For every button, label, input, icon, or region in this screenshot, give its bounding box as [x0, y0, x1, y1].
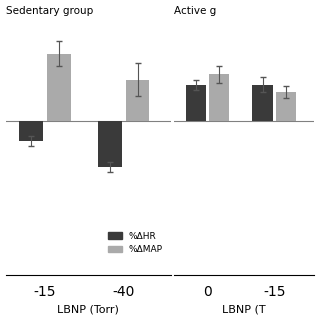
Bar [209, 74, 229, 121]
Legend: %ΔHR, %ΔMAP: %ΔHR, %ΔMAP [105, 228, 166, 258]
Text: Active g: Active g [174, 5, 216, 16]
Bar [47, 54, 70, 121]
Bar [98, 121, 122, 167]
Text: Sedentary group: Sedentary group [5, 5, 93, 16]
Bar [252, 85, 273, 121]
X-axis label: LBNP (T: LBNP (T [222, 304, 266, 315]
Bar [19, 121, 43, 141]
Bar [276, 92, 296, 121]
Bar [186, 85, 206, 121]
X-axis label: LBNP (Torr): LBNP (Torr) [57, 304, 119, 315]
Bar [126, 79, 149, 121]
